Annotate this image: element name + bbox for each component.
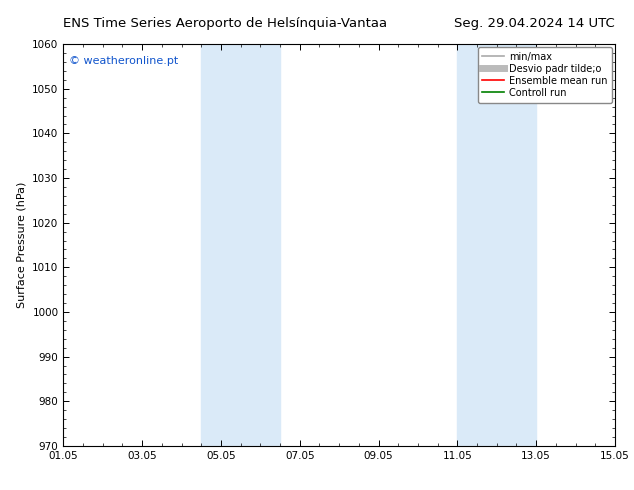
Bar: [457, 44, 536, 446]
Text: ENS Time Series Aeroporto de Helsínquia-Vantaa: ENS Time Series Aeroporto de Helsínquia-…: [63, 17, 387, 30]
Text: Seg. 29.04.2024 14 UTC: Seg. 29.04.2024 14 UTC: [454, 17, 615, 30]
Text: © weatheronline.pt: © weatheronline.pt: [69, 56, 178, 66]
Bar: [202, 44, 280, 446]
Legend: min/max, Desvio padr tilde;o, Ensemble mean run, Controll run: min/max, Desvio padr tilde;o, Ensemble m…: [477, 47, 612, 102]
Y-axis label: Surface Pressure (hPa): Surface Pressure (hPa): [16, 182, 27, 308]
